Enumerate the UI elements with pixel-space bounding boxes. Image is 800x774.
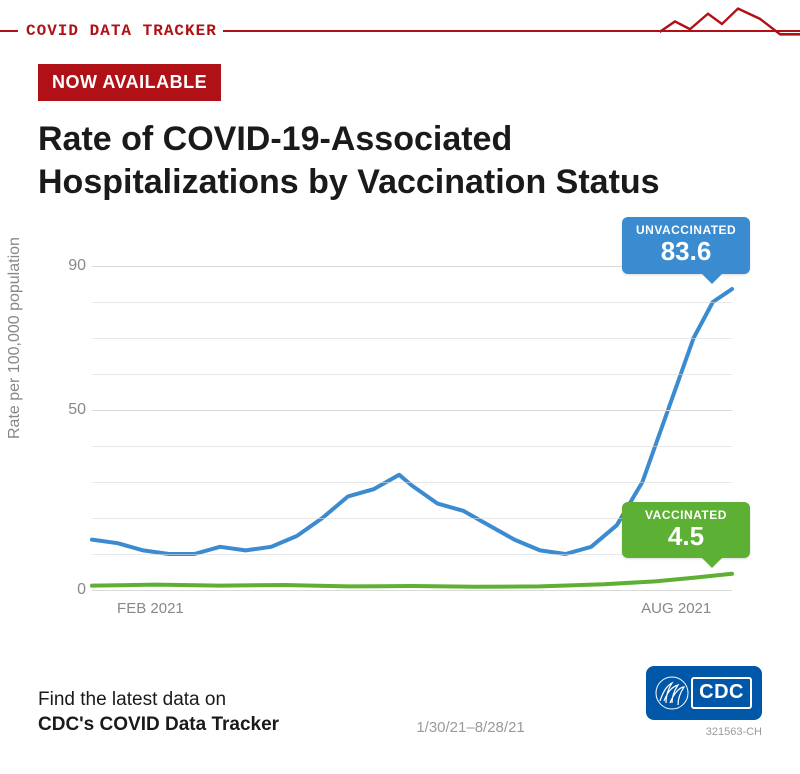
cdc-block: CDC 321563-CH bbox=[646, 666, 762, 738]
y-tick-label: 90 bbox=[56, 257, 86, 275]
footer-line2: CDC's COVID Data Tracker bbox=[38, 714, 279, 735]
callout-unvaccinated: UNVACCINATED 83.6 bbox=[622, 217, 750, 274]
cdc-logo-icon: CDC bbox=[646, 666, 762, 720]
callout-tail-icon bbox=[702, 558, 722, 568]
header-tick bbox=[0, 30, 18, 32]
callout-label: UNVACCINATED bbox=[636, 223, 736, 237]
hhs-icon bbox=[654, 675, 690, 711]
callout-value: 4.5 bbox=[636, 522, 736, 551]
callout-label: VACCINATED bbox=[636, 508, 736, 522]
x-tick-label: FEB 2021 bbox=[117, 600, 184, 617]
y-axis-label: Rate per 100,000 population bbox=[6, 237, 24, 439]
grid-line bbox=[92, 590, 732, 591]
grid-line-minor bbox=[92, 338, 732, 339]
grid-line-minor bbox=[92, 374, 732, 375]
y-tick-label: 50 bbox=[56, 401, 86, 419]
cdc-text: CDC bbox=[691, 677, 752, 709]
callout-value: 83.6 bbox=[636, 237, 736, 266]
date-range: 1/30/21–8/28/21 bbox=[416, 719, 524, 736]
availability-badge: NOW AVAILABLE bbox=[38, 64, 221, 101]
page-title: Rate of COVID-19-Associated Hospitalizat… bbox=[38, 118, 762, 203]
callout-vaccinated: VACCINATED 4.5 bbox=[622, 502, 750, 559]
x-tick-label: AUG 2021 bbox=[641, 600, 711, 617]
grid-line bbox=[92, 410, 732, 411]
tracker-label: COVID DATA TRACKER bbox=[26, 22, 217, 40]
footer-text: Find the latest data on CDC's COVID Data… bbox=[38, 687, 279, 738]
chart: Rate per 100,000 population 05090FEB 202… bbox=[36, 220, 764, 640]
document-id: 321563-CH bbox=[706, 726, 762, 738]
footer-line1: Find the latest data on bbox=[38, 689, 226, 710]
callout-tail-icon bbox=[702, 274, 722, 284]
footer: Find the latest data on CDC's COVID Data… bbox=[38, 666, 762, 738]
grid-line-minor bbox=[92, 446, 732, 447]
sparkline-icon bbox=[660, 6, 800, 42]
grid-line-minor bbox=[92, 482, 732, 483]
grid-line-minor bbox=[92, 302, 732, 303]
y-tick-label: 0 bbox=[56, 581, 86, 599]
